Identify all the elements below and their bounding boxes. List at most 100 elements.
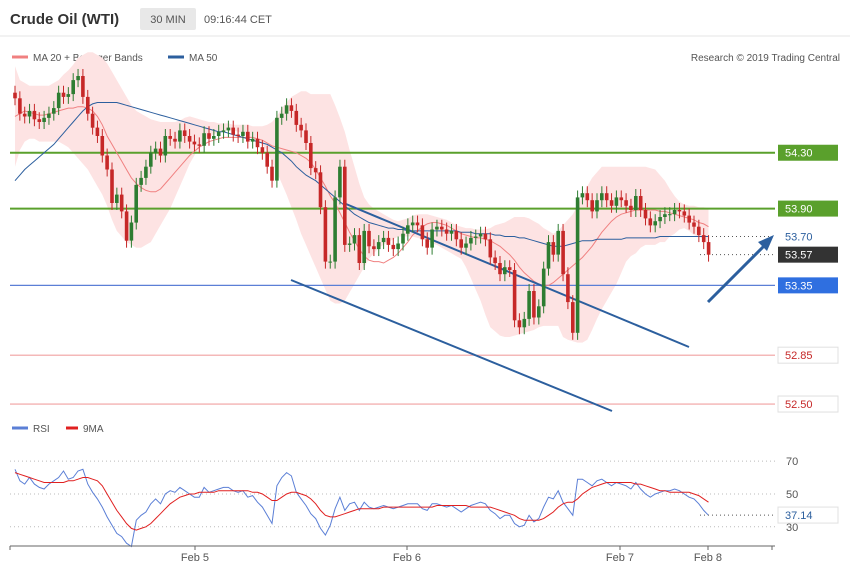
candle-body: [449, 230, 454, 234]
candle-body: [430, 229, 434, 248]
candle-body: [226, 127, 231, 131]
candle-body: [304, 130, 308, 143]
candle-body: [396, 243, 400, 250]
candle-body: [182, 130, 187, 136]
candle-body: [22, 113, 27, 117]
candle-body: [56, 92, 61, 109]
level-tag-52.85: [777, 346, 839, 364]
candle-body: [629, 205, 633, 210]
candle-body: [343, 166, 347, 245]
candle-body: [313, 168, 318, 173]
forecast-arrow-shaft: [706, 242, 768, 304]
candle-body: [420, 225, 425, 240]
rsi-marker-text: 37.14: [785, 510, 813, 522]
candle-body: [32, 110, 37, 120]
candle-body: [600, 193, 604, 201]
rsi-tick-label: 30: [786, 522, 798, 534]
candle-body: [173, 138, 177, 142]
candle-body: [590, 200, 594, 212]
candle-body: [100, 136, 105, 156]
candle-body: [153, 148, 158, 153]
price-labels: 54.30 53.90 53.35 52.85 52.50 53.70 53.57: [777, 144, 839, 413]
candle-body: [367, 230, 371, 247]
candle-body: [619, 197, 624, 201]
candle-body: [260, 147, 265, 153]
candle-body: [47, 113, 51, 118]
last-price-tag: [778, 246, 838, 263]
candle-body: [483, 233, 488, 240]
candle-body: [609, 200, 614, 206]
candle-body: [575, 197, 580, 333]
candle-body: [18, 98, 22, 114]
candle-body: [284, 105, 289, 114]
candle-body: [90, 113, 95, 128]
candle-body: [604, 193, 609, 201]
candle-body: [566, 274, 570, 303]
level-tag-text: 52.85: [785, 350, 813, 362]
candle-body: [381, 237, 386, 243]
candle-body: [410, 222, 415, 226]
candle-body: [517, 320, 522, 328]
interval-label: 30 MIN: [150, 14, 186, 26]
candle-body: [701, 235, 706, 243]
level-tag-53.90: [778, 200, 838, 217]
candle-body: [61, 92, 66, 97]
rsi-tick-label: 70: [786, 456, 798, 468]
candle-body: [139, 177, 143, 185]
candle-body: [71, 80, 75, 95]
candle-body: [687, 215, 691, 223]
rsi-marker-tag: [777, 506, 839, 524]
candle-body: [488, 239, 493, 258]
candle-body: [415, 222, 420, 226]
candle-body: [372, 246, 376, 250]
legend-rsi-label: RSI: [33, 424, 50, 435]
candlesticks: [13, 68, 711, 340]
candle-body: [527, 291, 531, 319]
x-tick-label: Feb 6: [393, 552, 421, 564]
candle-body: [202, 133, 206, 146]
candle-body: [158, 148, 163, 156]
x-axis: Feb 5 Feb 6 Feb 7 Feb 8: [9, 545, 775, 564]
candle-body: [328, 261, 332, 263]
candle-body: [692, 222, 696, 227]
candle-body: [624, 200, 628, 206]
candle-body: [27, 110, 32, 117]
candle-body: [149, 152, 153, 167]
candle-body: [498, 263, 502, 275]
candle-body: [255, 138, 260, 148]
candle-body: [425, 239, 429, 248]
candle-body: [362, 230, 366, 263]
interval-badge[interactable]: [140, 8, 196, 30]
candle-body: [473, 236, 478, 238]
candle-body: [561, 230, 565, 275]
candle-body: [347, 243, 352, 245]
candle-body: [197, 144, 202, 146]
candle-body: [634, 196, 638, 210]
candle-body: [105, 155, 109, 170]
candle-body: [459, 239, 463, 248]
legend-ma50-label: MA 50: [189, 53, 218, 64]
rsi-line: [14, 468, 709, 548]
candle-body: [129, 222, 134, 241]
marker-tag-text: 53.57: [785, 250, 813, 262]
instrument-title: Crude Oil (WTI): [10, 11, 119, 28]
candle-body: [464, 243, 468, 248]
copyright-text: Research © 2019 Trading Central: [691, 53, 840, 64]
candle-body: [76, 76, 80, 81]
candle-body: [37, 119, 42, 122]
candle-body: [95, 127, 100, 136]
candle-body: [163, 136, 168, 156]
candle-body: [352, 235, 357, 244]
candle-body: [440, 226, 444, 230]
candle-body: [401, 233, 405, 244]
candle-body: [653, 221, 657, 226]
rsi-9ma-line: [14, 472, 709, 531]
channel-lower-line: [290, 279, 613, 412]
candle-body: [221, 130, 226, 132]
candle-body: [503, 267, 507, 275]
level-tag-text: 53.35: [785, 280, 813, 292]
x-tick-label: Feb 5: [181, 552, 209, 564]
candle-body: [52, 108, 56, 114]
candle-body: [469, 237, 473, 244]
